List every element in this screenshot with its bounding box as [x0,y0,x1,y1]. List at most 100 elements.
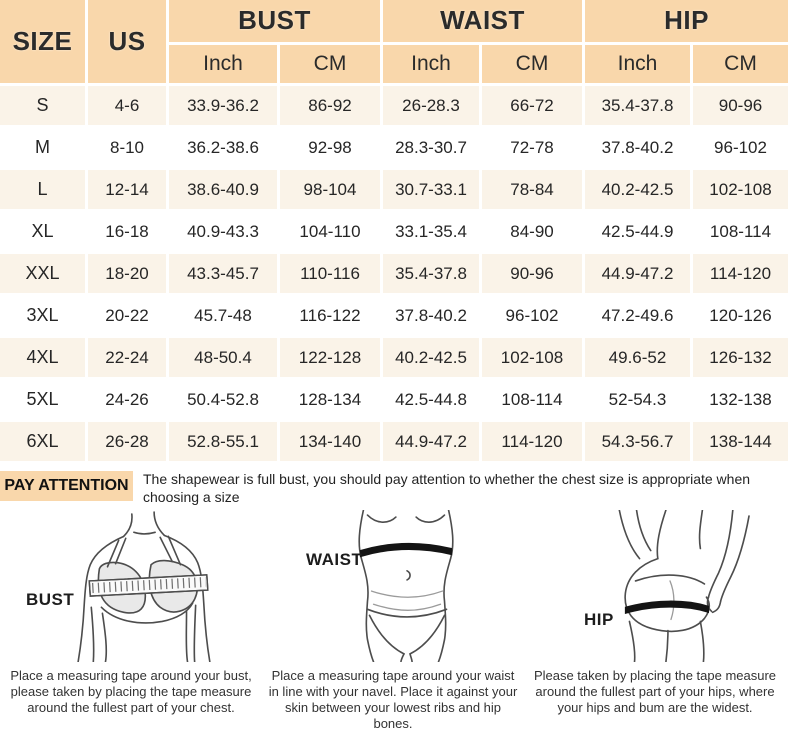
measurement-cell: 108-114 [482,380,582,419]
measurement-cell: 116-122 [280,296,380,335]
measurement-cell: 40.2-42.5 [383,338,479,377]
header-cell-waist-inch: Inch [383,45,479,83]
measurement-cell: 114-120 [693,254,788,293]
measurement-cell: 84-90 [482,212,582,251]
measurement-cell: 108-114 [693,212,788,251]
measurement-cell: 47.2-49.6 [585,296,690,335]
measurement-cell: 8-10 [88,128,166,167]
measurement-cell: 38.6-40.9 [169,170,277,209]
pay-attention-section: PAY ATTENTION The shapewear is full bust… [0,469,788,506]
hip-caption: Please taken by placing the tape measure… [533,668,777,716]
measurement-cell: 104-110 [280,212,380,251]
header-cell-hip-inch: Inch [585,45,690,83]
pay-attention-text: The shapewear is full bust, you should p… [143,471,751,506]
measurement-cell: 44.9-47.2 [585,254,690,293]
measurement-cell: 102-108 [482,338,582,377]
hip-label: HIP [584,610,614,630]
measurement-cell: 16-18 [88,212,166,251]
measurement-cell: 86-92 [280,86,380,125]
measurement-cell: 44.9-47.2 [383,422,479,461]
measurement-cell: 122-128 [280,338,380,377]
measurement-cell: 20-22 [88,296,166,335]
hip-figure-illustration [618,510,750,663]
measurement-cell: 66-72 [482,86,582,125]
measurement-cell: 37.8-40.2 [383,296,479,335]
measurement-cell: 110-116 [280,254,380,293]
measurement-cell: 90-96 [693,86,788,125]
measurement-cell: 132-138 [693,380,788,419]
measurement-cell: 4-6 [88,86,166,125]
measurement-cell: 134-140 [280,422,380,461]
header-cell-hip-cm: CM [693,45,788,83]
header-cell-us: US [88,0,166,83]
size-label-cell: 4XL [0,338,85,377]
measurement-cell: 33.1-35.4 [383,212,479,251]
measurement-cell: 26-28 [88,422,166,461]
guide-bust: BUST Plac [0,510,262,731]
waist-figure-illustration [358,510,454,663]
waist-caption: Place a measuring tape around your waist… [268,668,518,731]
header-cell-bust-inch: Inch [169,45,277,83]
measurement-cell: 45.7-48 [169,296,277,335]
measurement-cell: 22-24 [88,338,166,377]
guide-hip: HIP Please taken by placing the tape mea… [524,510,786,731]
header-cell-bust: BUST [169,0,380,42]
measurement-cell: 42.5-44.8 [383,380,479,419]
measurement-cell: 92-98 [280,128,380,167]
measurement-cell: 18-20 [88,254,166,293]
header-cell-size: SIZE [0,0,85,83]
measurement-cell: 35.4-37.8 [383,254,479,293]
header-cell-waist: WAIST [383,0,582,42]
pay-attention-badge: PAY ATTENTION [0,471,133,501]
measurement-cell: 120-126 [693,296,788,335]
measurement-guides: BUST Plac [0,510,788,731]
header-cell-bust-cm: CM [280,45,380,83]
measurement-cell: 24-26 [88,380,166,419]
waist-label: WAIST [306,550,363,570]
header-cell-waist-cm: CM [482,45,582,83]
measurement-cell: 138-144 [693,422,788,461]
measurement-cell: 28.3-30.7 [383,128,479,167]
measurement-cell: 96-102 [482,296,582,335]
measurement-cell: 42.5-44.9 [585,212,690,251]
measurement-cell: 102-108 [693,170,788,209]
measurement-cell: 128-134 [280,380,380,419]
size-label-cell: 6XL [0,422,85,461]
measurement-cell: 35.4-37.8 [585,86,690,125]
measurement-cell: 52-54.3 [585,380,690,419]
measurement-cell: 98-104 [280,170,380,209]
size-label-cell: 3XL [0,296,85,335]
measurement-cell: 54.3-56.7 [585,422,690,461]
header-cell-hip: HIP [585,0,788,42]
measurement-cell: 96-102 [693,128,788,167]
size-label-cell: XL [0,212,85,251]
measurement-cell: 50.4-52.8 [169,380,277,419]
size-label-cell: 5XL [0,380,85,419]
bust-caption: Place a measuring tape around your bust,… [10,668,252,716]
measurement-cell: 48-50.4 [169,338,277,377]
size-label-cell: M [0,128,85,167]
measurement-cell: 114-120 [482,422,582,461]
size-label-cell: S [0,86,85,125]
measurement-cell: 43.3-45.7 [169,254,277,293]
measurement-cell: 49.6-52 [585,338,690,377]
size-label-cell: XXL [0,254,85,293]
measurement-cell: 36.2-38.6 [169,128,277,167]
measurement-cell: 78-84 [482,170,582,209]
measurement-cell: 37.8-40.2 [585,128,690,167]
measurement-cell: 52.8-55.1 [169,422,277,461]
measurement-cell: 40.2-42.5 [585,170,690,209]
bust-label: BUST [26,590,75,610]
measurement-cell: 12-14 [88,170,166,209]
measurement-cell: 72-78 [482,128,582,167]
measurement-cell: 30.7-33.1 [383,170,479,209]
measurement-cell: 126-132 [693,338,788,377]
measurement-cell: 26-28.3 [383,86,479,125]
measurement-cell: 90-96 [482,254,582,293]
size-label-cell: L [0,170,85,209]
guide-waist: WAIST Place a measuring tape around your… [262,510,524,731]
measurement-cell: 40.9-43.3 [169,212,277,251]
measurement-cell: 33.9-36.2 [169,86,277,125]
size-chart-table: SIZE US BUST WAIST HIP Inch CM Inch CM I… [0,0,788,461]
